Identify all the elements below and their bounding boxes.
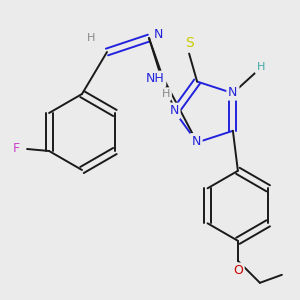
Text: H: H bbox=[87, 33, 95, 43]
Text: NH: NH bbox=[146, 73, 164, 85]
Text: N: N bbox=[191, 135, 201, 148]
Text: N: N bbox=[169, 104, 179, 118]
Text: N: N bbox=[153, 28, 163, 40]
Text: S: S bbox=[185, 36, 194, 50]
Text: H: H bbox=[257, 62, 265, 72]
Text: N: N bbox=[228, 86, 238, 99]
Text: O: O bbox=[233, 264, 243, 277]
Text: F: F bbox=[13, 142, 20, 155]
Text: H: H bbox=[162, 89, 170, 99]
